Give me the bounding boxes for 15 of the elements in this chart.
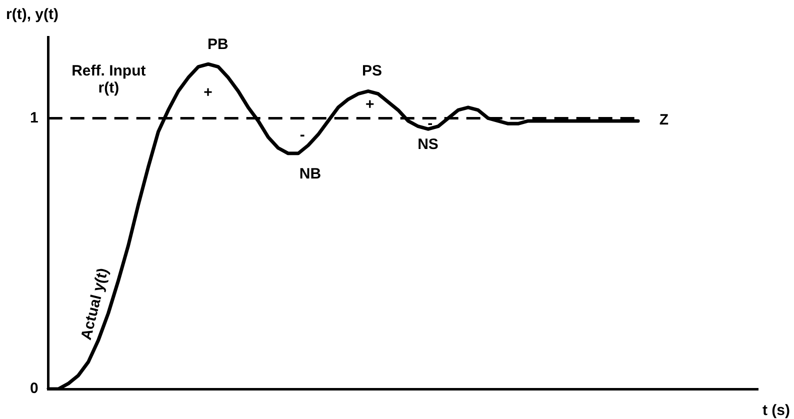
annotation: + [365,96,374,114]
annotation: Actual y(t) [78,266,112,342]
x-axis-title: t (s) [762,402,790,419]
annotation: + [204,84,213,101]
annotation: NS [418,136,438,154]
annotation: - [300,126,305,144]
ref-line-label: Z [659,111,669,128]
y-tick-label: 0 [30,380,38,398]
annotation: - [428,115,433,132]
y-axis-title: r(t), y(t) [6,6,58,23]
annotation: NB [299,165,322,182]
annotation: Reff. Input r(t) [72,62,146,97]
annotation: PB [208,36,229,54]
y-tick-label: 1 [30,109,38,126]
annotation: PS [362,62,382,80]
